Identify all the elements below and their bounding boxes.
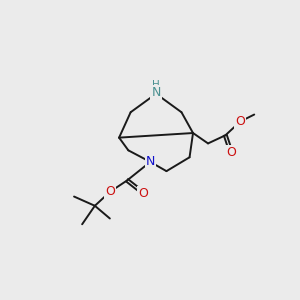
Text: O: O: [138, 187, 148, 200]
Text: N: N: [146, 155, 155, 168]
Text: O: O: [105, 185, 115, 198]
Text: O: O: [226, 146, 236, 159]
Text: O: O: [236, 115, 245, 128]
Text: N: N: [152, 86, 161, 99]
Text: H: H: [152, 80, 160, 90]
